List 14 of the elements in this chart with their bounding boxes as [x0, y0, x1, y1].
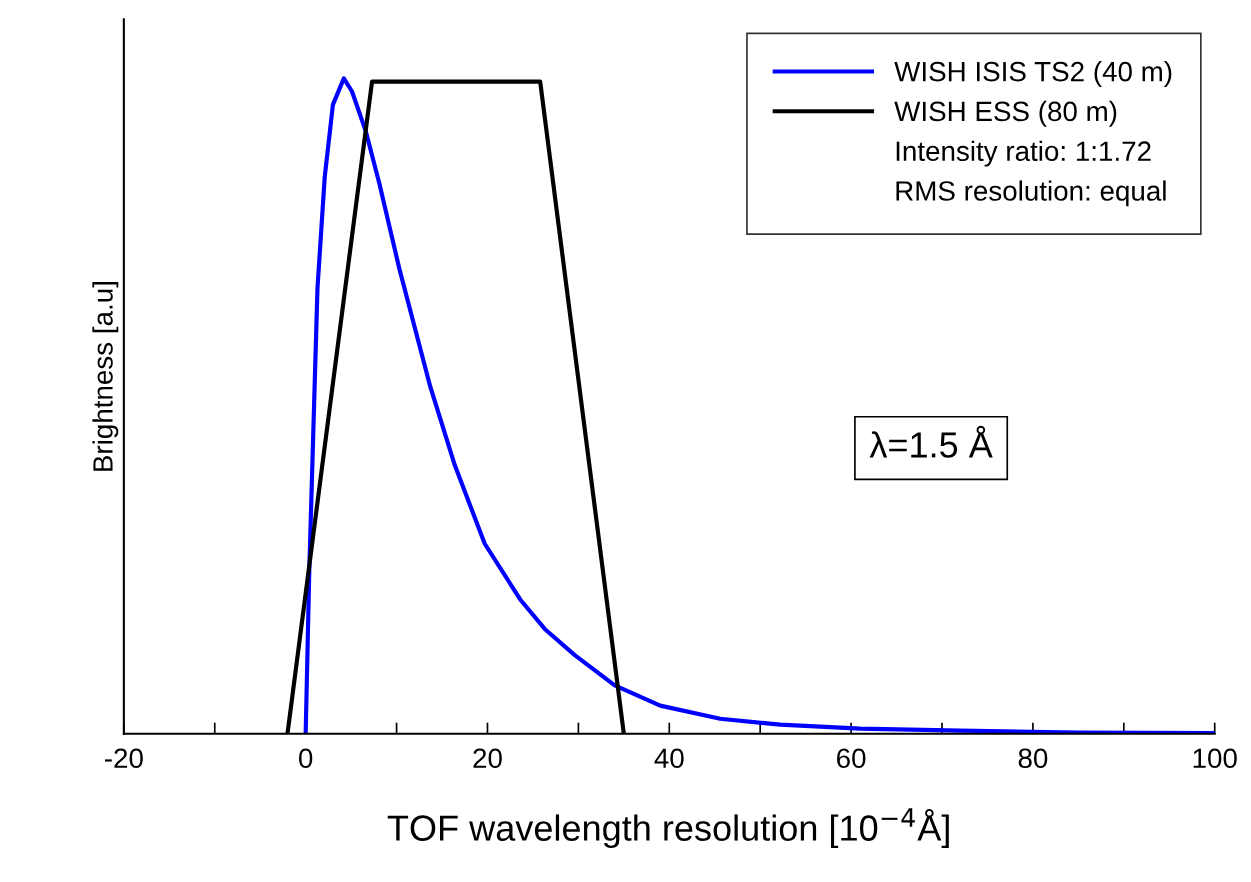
- x-tick-label: 100: [1193, 748, 1237, 769]
- x-axis-title: TOF wavelength resolution [10$^{−4}$Å]: [387, 808, 949, 849]
- legend-label: WISH ISIS TS2 (40 m): [894, 61, 1172, 87]
- x-tick-label: 60: [837, 748, 866, 769]
- x-tick-label: 20: [473, 748, 502, 769]
- x-tick-label: -20: [105, 748, 143, 769]
- x-tick-label: 80: [1018, 748, 1048, 769]
- annotation: RMS resolution: equal: [896, 180, 1166, 207]
- x-tick-label: 0: [299, 748, 313, 769]
- legend-label: WISH ESS (80 m): [894, 100, 1117, 127]
- annotation: Intensity ratio: 1:1.72: [896, 140, 1151, 167]
- annotation: λ=1.5 Å: [869, 425, 993, 458]
- x-tick-label: 40: [654, 748, 684, 769]
- y-axis-title: Brightness [a.u]: [92, 282, 119, 471]
